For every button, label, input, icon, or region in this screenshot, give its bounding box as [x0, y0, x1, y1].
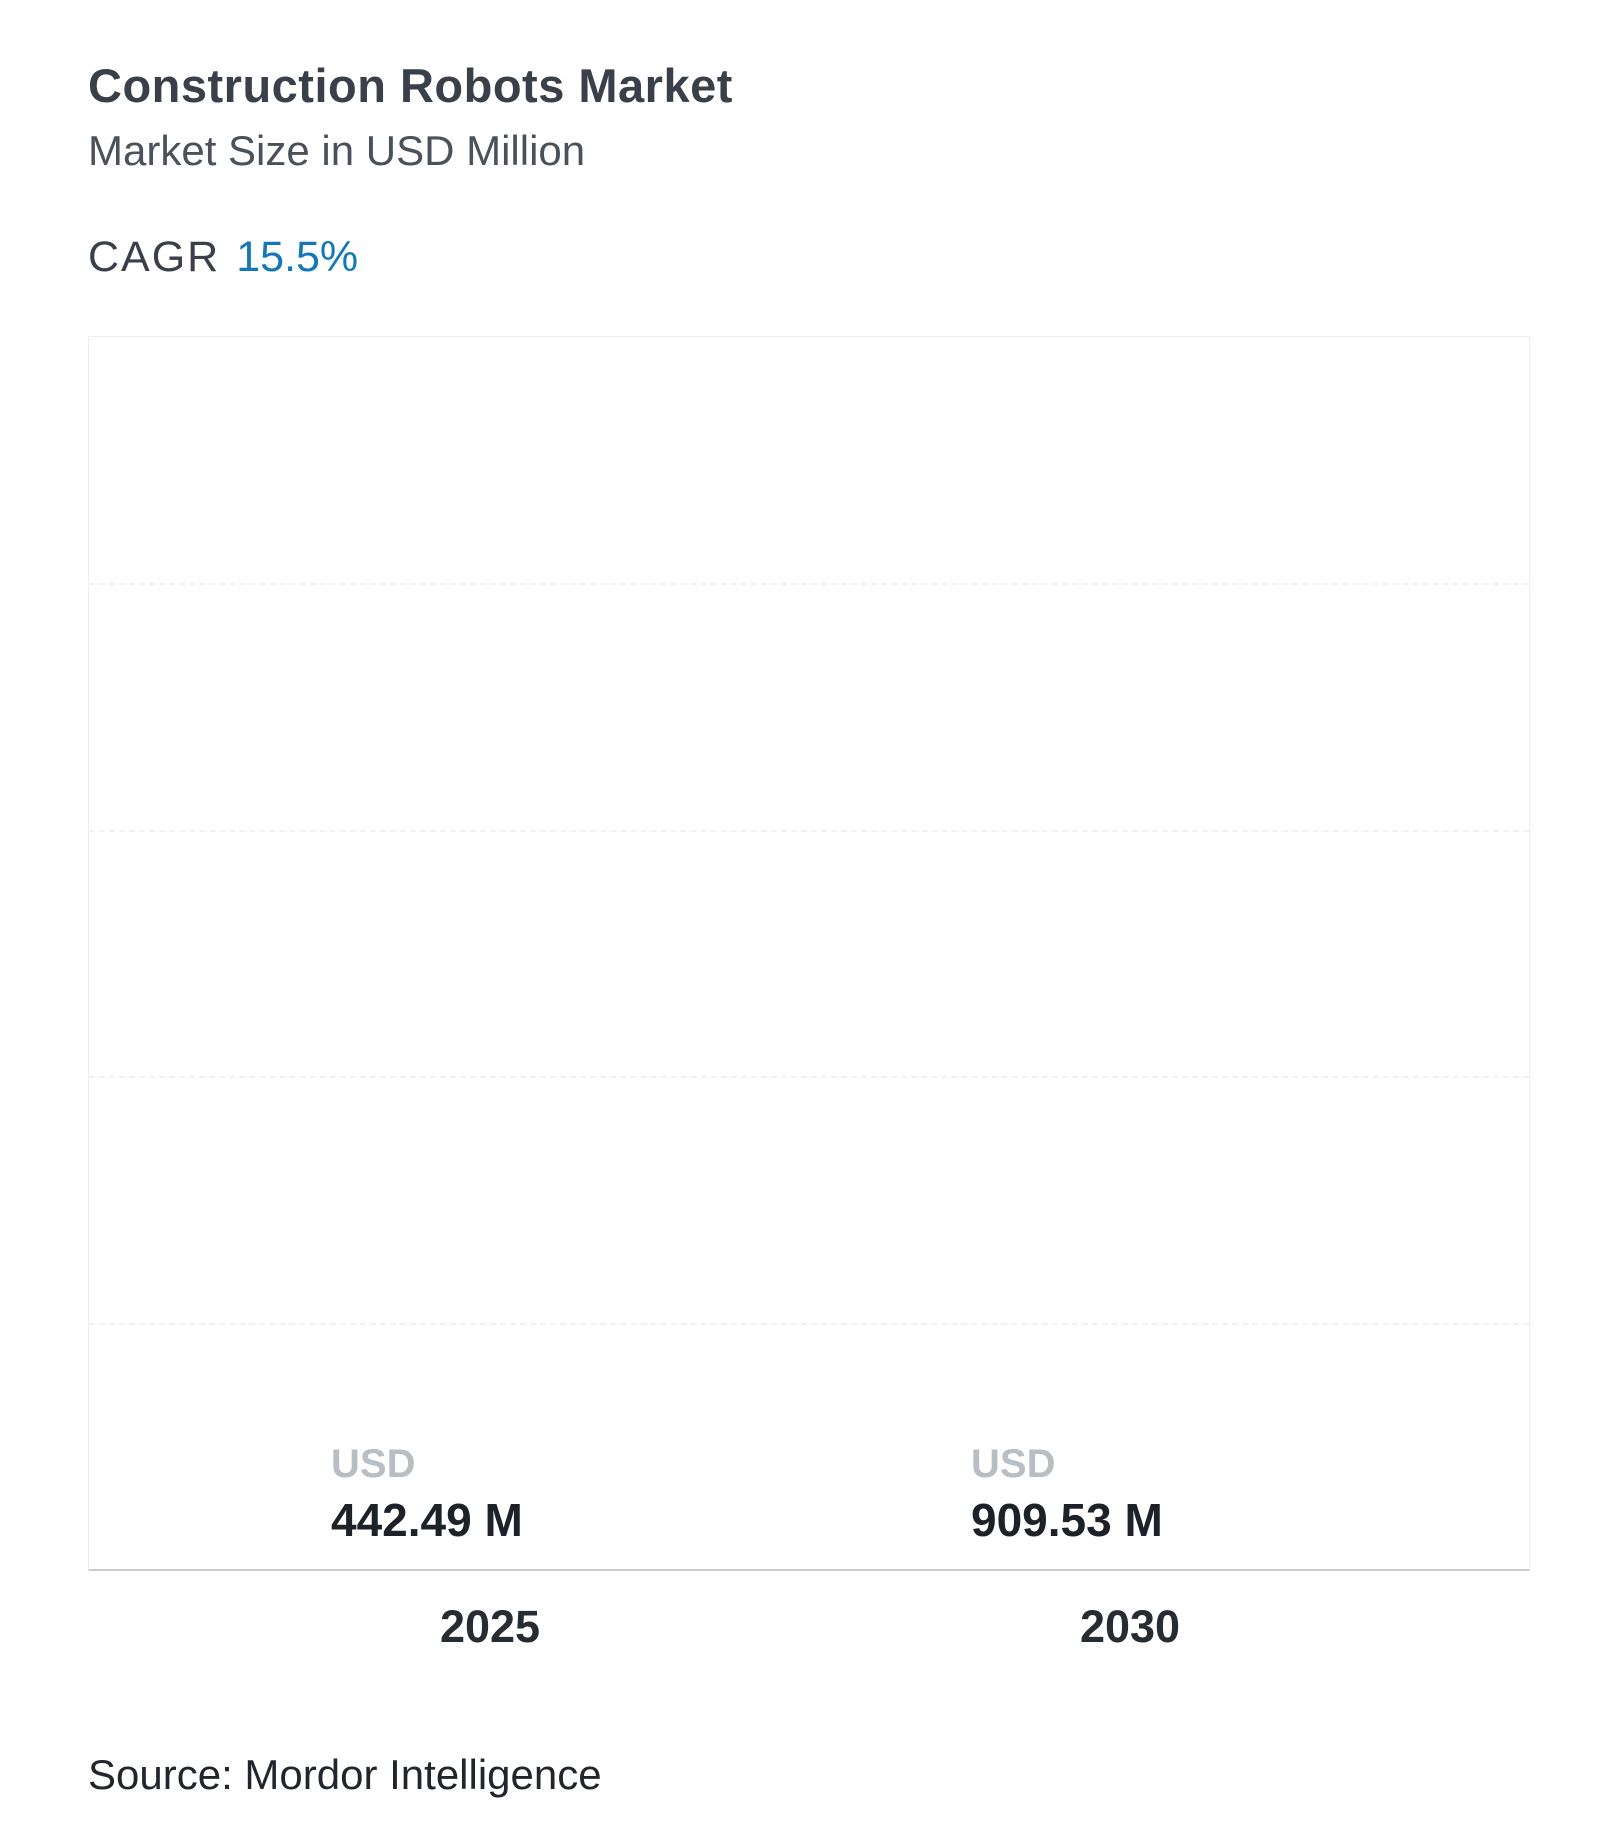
bar-group-2025: USD 442.49 M [331, 1442, 651, 1569]
chart-subtitle: Market Size in USD Million [88, 127, 586, 174]
bar-group-2030: USD 909.53 M [971, 1442, 1291, 1569]
x-axis-label-2025: 2025 [439, 1601, 541, 1652]
chart-title: Construction Robots Market [88, 59, 733, 112]
gridline [89, 583, 1529, 586]
bars-row: USD 442.49 M USD 909.53 M [89, 337, 1529, 1569]
gridline [89, 829, 1529, 832]
bar-value-label: 909.53 M [971, 1494, 1163, 1547]
gridline [89, 1076, 1529, 1079]
bar-chart-plot-area: USD 442.49 M USD 909.53 M [88, 336, 1530, 1571]
bar-value-label: 442.49 M [331, 1494, 523, 1547]
x-axis-labels: 2025 2030 [88, 1601, 1530, 1653]
cagr-label: CAGR [88, 233, 221, 281]
gridline [89, 1322, 1529, 1325]
cagr-row: CAGR 15.5% [88, 233, 1532, 282]
bar-unit-label: USD [971, 1442, 1056, 1487]
cagr-value: 15.5% [236, 233, 359, 281]
x-axis-label-2030: 2030 [1079, 1601, 1181, 1652]
source-attribution: Source: Mordor Intelligence [88, 1751, 602, 1798]
bar-unit-label: USD [331, 1442, 416, 1487]
